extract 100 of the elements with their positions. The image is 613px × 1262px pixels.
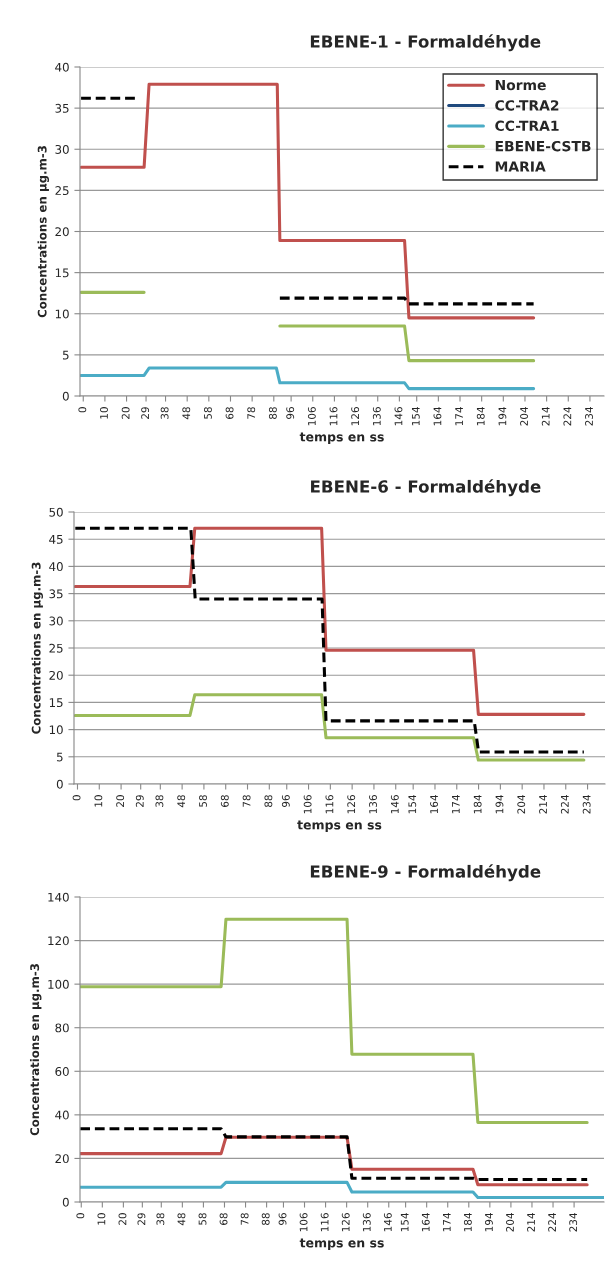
x-tick-label: 58 [199,795,207,807]
x-tick-label: 154 [400,1213,409,1232]
x-tick-label: 20 [116,795,125,807]
line-series [74,693,586,762]
y-tick-label: 0 [56,779,63,789]
x-tick-label: 214 [541,407,550,426]
x-tick-label: 204 [506,1213,514,1232]
x-tick-label: 10 [94,795,103,807]
line-series [80,1127,589,1182]
x-tick-label: 68 [225,407,234,419]
x-tick-label: 38 [156,1213,165,1225]
y-axis-title: Concentrations en µg.m-3 [37,145,50,318]
y-tick-label: 5 [56,752,63,762]
x-axis-title: temps en ss [297,820,382,832]
x-tick-label: 38 [160,407,169,419]
y-tick-label: 80 [55,1023,69,1033]
x-tick-label: 194 [484,1213,493,1232]
line-series [80,917,589,1125]
y-tick-label: 40 [49,562,63,572]
x-tick-label: 234 [582,795,591,814]
y-tick-label: 35 [55,103,69,113]
legend-label: Norme [495,79,546,91]
y-tick-label: 10 [49,725,63,735]
y-tick-label: 60 [55,1067,69,1076]
x-tick-label: 224 [560,795,569,814]
y-tick-label: 30 [55,144,69,154]
x-tick-label: 194 [498,407,507,426]
y-tick-label: 20 [55,1154,69,1164]
y-axis-title: Concentrations en µg.m-3 [29,963,42,1136]
x-tick-label: 78 [240,1213,249,1225]
x-tick-label: 146 [383,1213,392,1232]
x-tick-label: 96 [278,1213,287,1226]
x-tick-label: 29 [141,407,150,419]
y-tick-label: 40 [55,62,69,72]
x-tick-label: 204 [517,795,526,814]
y-tick-label: 40 [55,1110,69,1120]
x-tick-label: 234 [585,407,593,426]
x-tick-label: 106 [303,795,312,814]
x-tick-label: 78 [242,795,251,807]
x-tick-label: 96 [286,407,295,420]
x-tick-label: 184 [463,1213,472,1232]
x-tick-label: 58 [198,1213,207,1225]
y-tick-label: 120 [48,936,69,946]
y-tick-label: 100 [48,979,69,989]
x-tick-label: 174 [452,795,460,814]
y-tick-label: 35 [49,589,63,599]
x-tick-label: 116 [329,407,338,426]
x-tick-label: 146 [394,407,403,426]
chart-title: EBENE-6 - Formaldéhyde [311,479,541,497]
x-tick-label: 126 [347,795,356,814]
x-tick-label: 78 [247,407,256,419]
x-tick-label: 20 [121,407,130,419]
y-tick-label: 25 [49,643,63,653]
y-tick-label: 10 [55,309,69,319]
x-tick-label: 20 [118,1213,127,1225]
y-tick-label: 20 [55,227,69,237]
x-tick-label: 184 [476,407,485,426]
y-tick-label: 140 [48,892,69,902]
y-tick-label: 0 [62,391,69,401]
x-tick-label: 136 [369,795,377,814]
x-tick-label: 106 [307,407,316,426]
x-tick-label: 48 [182,407,191,420]
x-tick-label: 29 [137,1213,146,1225]
x-tick-label: 68 [220,795,229,807]
x-tick-label: 214 [539,795,547,814]
x-tick-label: 38 [155,795,164,807]
y-tick-label: 45 [49,535,63,544]
x-axis-title: temps en ss [299,432,384,444]
x-tick-label: 10 [97,1213,106,1225]
x-tick-label: 174 [455,407,463,426]
x-tick-label: 126 [341,1213,350,1232]
x-tick-label: 224 [563,407,572,426]
y-tick-label: 0 [62,1197,69,1207]
x-tick-label: 0 [76,1213,85,1219]
x-tick-label: 194 [495,795,504,814]
legend-label: CC-TRA1 [495,120,559,132]
x-tick-label: 214 [527,1213,535,1232]
x-tick-label: 204 [520,407,528,426]
line-series [80,1180,604,1199]
x-tick-label: 174 [443,1213,451,1232]
x-tick-label: 154 [411,407,420,426]
line-series [80,366,536,391]
x-tick-label: 164 [433,407,442,426]
x-tick-label: 136 [362,1213,371,1232]
line-series [74,526,586,754]
x-tick-label: 0 [72,795,81,801]
x-tick-label: 88 [261,1213,270,1225]
line-series [74,526,586,716]
y-tick-label: 30 [49,616,63,626]
x-tick-label: 146 [390,795,399,814]
y-tick-label: 50 [49,507,63,517]
y-tick-label: 15 [55,268,69,278]
x-tick-label: 136 [372,407,381,426]
x-tick-label: 96 [281,795,290,808]
x-tick-label: 116 [325,795,334,814]
y-tick-label: 15 [49,698,63,708]
legend-label: MARIA [495,161,546,172]
x-tick-label: 184 [473,795,482,814]
legend-label: EBENE-CSTB [495,140,591,152]
y-tick-label: 5 [62,350,69,360]
